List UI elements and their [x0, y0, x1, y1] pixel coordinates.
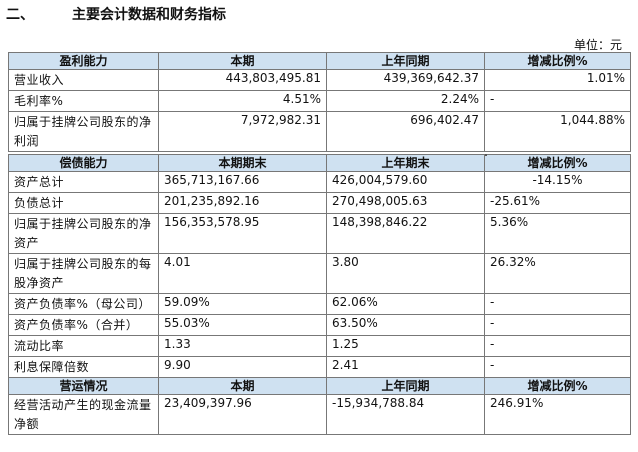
operation-header-change: 增减比例% [484, 377, 631, 395]
change-value: - [484, 356, 631, 378]
table-row: 负债总计 201,235,892.16 270,498,005.63 -25.6… [8, 192, 631, 214]
prior-value: 3.80 [326, 253, 485, 294]
current-value: 23,409,397.96 [158, 394, 327, 435]
financial-table: 盈利能力 本期 上年同期 增减比例% 营业收入 443,803,495.81 4… [8, 52, 631, 435]
row-label: 资产总计 [8, 171, 159, 193]
current-value: 55.03% [158, 314, 327, 336]
section-number: 二、 [6, 7, 34, 23]
operation-header-row: 营运情况 本期 上年同期 增减比例% [8, 377, 631, 395]
profit-header-change: 增减比例% [484, 52, 631, 70]
solvency-header-prior: 上年期末 [326, 154, 485, 172]
change-value: 1,044.88% [484, 111, 631, 152]
change-value: 246.91% [484, 394, 631, 435]
row-label: 流动比率 [8, 335, 159, 357]
current-value: 201,235,892.16 [158, 192, 327, 214]
row-label: 负债总计 [8, 192, 159, 214]
row-label: 利息保障倍数 [8, 356, 159, 378]
section-title: 主要会计数据和财务指标 [72, 7, 226, 23]
operation-header-label: 营运情况 [8, 377, 159, 395]
operation-header-current: 本期 [158, 377, 327, 395]
change-value: 5.36% [484, 213, 631, 254]
profit-header-label: 盈利能力 [8, 52, 159, 70]
table-row: 资产总计 365,713,167.66 426,004,579.60 -14.1… [8, 171, 631, 193]
row-label: 归属于挂牌公司股东的净利润 [8, 111, 159, 152]
prior-value: 2.24% [326, 90, 485, 112]
table-row: 利息保障倍数 9.90 2.41 - [8, 356, 631, 378]
row-label: 经营活动产生的现金流量净额 [8, 394, 159, 435]
profit-header-current: 本期 [158, 52, 327, 70]
prior-value: -15,934,788.84 [326, 394, 485, 435]
stray-dot [485, 154, 487, 156]
prior-value: 696,402.47 [326, 111, 485, 152]
current-value: 4.01 [158, 253, 327, 294]
table-row: 毛利率% 4.51% 2.24% - [8, 90, 631, 112]
change-value: -25.61% [484, 192, 631, 214]
current-value: 7,972,982.31 [158, 111, 327, 152]
row-label: 资产负债率%（母公司） [8, 293, 159, 315]
prior-value: 1.25 [326, 335, 485, 357]
solvency-header-row: 偿债能力 本期期末 上年期末 增减比例% [8, 154, 631, 172]
row-label: 营业收入 [8, 69, 159, 91]
current-value: 365,713,167.66 [158, 171, 327, 193]
prior-value: 426,004,579.60 [326, 171, 485, 193]
current-value: 9.90 [158, 356, 327, 378]
change-value: 1.01% [484, 69, 631, 91]
current-value: 1.33 [158, 335, 327, 357]
change-value: -14.15% [484, 171, 631, 193]
table-row: 归属于挂牌公司股东的净利润 7,972,982.31 696,402.47 1,… [8, 111, 631, 152]
unit-label: 单位：元 [573, 38, 622, 52]
table-row: 营业收入 443,803,495.81 439,369,642.37 1.01% [8, 69, 631, 91]
prior-value: 270,498,005.63 [326, 192, 485, 214]
current-value: 59.09% [158, 293, 327, 315]
change-value: - [484, 314, 631, 336]
table-row: 归属于挂牌公司股东的每股净资产 4.01 3.80 26.32% [8, 253, 631, 294]
prior-value: 148,398,846.22 [326, 213, 485, 254]
prior-value: 63.50% [326, 314, 485, 336]
solvency-header-current: 本期期末 [158, 154, 327, 172]
prior-value: 2.41 [326, 356, 485, 378]
change-value: - [484, 335, 631, 357]
prior-value: 62.06% [326, 293, 485, 315]
table-row: 资产负债率%（合并） 55.03% 63.50% - [8, 314, 631, 336]
row-label: 归属于挂牌公司股东的净资产 [8, 213, 159, 254]
row-label: 资产负债率%（合并） [8, 314, 159, 336]
row-label: 归属于挂牌公司股东的每股净资产 [8, 253, 159, 294]
row-label: 毛利率% [8, 90, 159, 112]
solvency-header-label: 偿债能力 [8, 154, 159, 172]
current-value: 443,803,495.81 [158, 69, 327, 91]
change-value: 26.32% [484, 253, 631, 294]
operation-header-prior: 上年同期 [326, 377, 485, 395]
current-value: 4.51% [158, 90, 327, 112]
current-value: 156,353,578.95 [158, 213, 327, 254]
profit-header-prior: 上年同期 [326, 52, 485, 70]
table-row: 归属于挂牌公司股东的净资产 156,353,578.95 148,398,846… [8, 213, 631, 254]
table-row: 资产负债率%（母公司） 59.09% 62.06% - [8, 293, 631, 315]
profit-header-row: 盈利能力 本期 上年同期 增减比例% [8, 52, 631, 70]
table-row: 经营活动产生的现金流量净额 23,409,397.96 -15,934,788.… [8, 394, 631, 435]
change-value: - [484, 293, 631, 315]
table-row: 流动比率 1.33 1.25 - [8, 335, 631, 357]
solvency-header-change: 增减比例% [484, 154, 631, 172]
section-heading: 二、 主要会计数据和财务指标 [6, 4, 226, 24]
prior-value: 439,369,642.37 [326, 69, 485, 91]
change-value: - [484, 90, 631, 112]
